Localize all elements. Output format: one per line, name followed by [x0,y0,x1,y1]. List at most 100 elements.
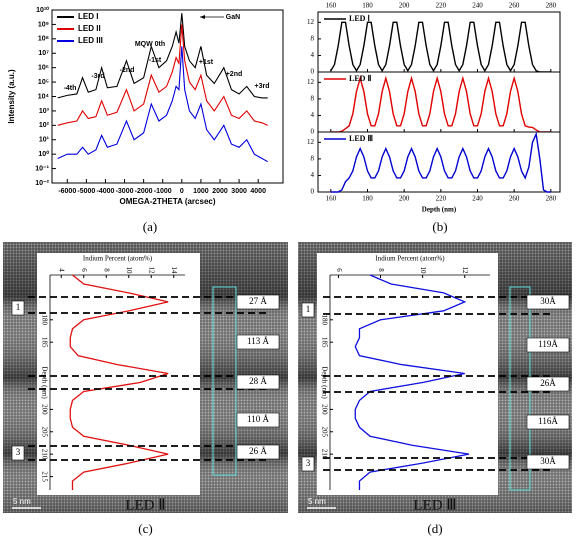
x-tick-label: 180 [362,2,373,10]
label-box [526,376,570,392]
x-tick-label: 280 [546,2,557,10]
y-tick-label: 10¹⁰ [36,6,49,14]
y-tick-label: 200 [320,404,328,415]
label-box [236,412,280,428]
x-tick-label: 200 [399,195,410,203]
thickness-label: 30Å [540,456,556,466]
legend-label: LED I [78,12,98,21]
x-axis-label: OMEGA-2THETA (arcsec) [119,197,215,206]
x-tick-label: 180 [362,195,373,203]
peak-annotation: -4th [64,85,77,92]
x-axis-label: Indium Percent (atom%) [375,255,445,263]
y-tick-label: 185 [320,337,328,348]
peak-annotation: -2nd [120,67,135,74]
x-tick-label: 10 [125,267,133,275]
y-tick-label: 10¹ [39,137,50,144]
x-tick-label: 1000 [193,188,209,195]
x-tick-label: 12 [461,267,469,275]
thickness-label: 26 Å [249,446,267,456]
marker-box [11,445,25,461]
x-tick-label: 200 [399,2,410,10]
thickness-label: 110 Å [247,414,269,424]
y-tick-label: 10⁰ [38,150,49,158]
thickness-label: 28 Å [249,376,267,386]
y-axis-label: Depth (nm) [320,366,328,399]
x-tick-label: 160 [326,2,337,10]
x-tick-label: 6 [335,268,343,272]
x-tick-label: -6000 [58,188,76,195]
marker-box [301,302,315,318]
x-tick-label: 280 [546,195,557,203]
x-axis-label: Depth (nm) [422,206,457,214]
label-box [236,294,280,310]
peak-annotation: +2nd [226,71,243,78]
indium-profile [354,274,470,490]
x-tick-label: 3000 [231,188,247,195]
y-tick-label: 10³ [39,108,50,115]
marker-box [301,456,315,472]
y-tick-label: 185 [40,337,48,348]
thickness-label: 119Å [538,339,558,349]
panel-caption: (d) [427,521,442,536]
xrd-line [57,13,268,99]
y-tick-label: 12 [307,78,315,86]
legend-label: LED II [78,24,101,33]
y-tick-label: 10⁸ [38,36,49,43]
y-tick-label: 205 [320,427,328,438]
peak-annotation: +3rd [255,83,270,90]
y-tick-label: 10⁵ [38,79,49,86]
y-tick-label: 200 [40,404,48,415]
y-tick-label: 0 [311,68,315,76]
x-tick-label: 240 [472,2,483,10]
scale-bar-label: 5 nm [13,497,31,506]
indium-profile [69,274,169,490]
thickness-label: 26Å [540,378,556,388]
x-tick-label: -3000 [116,188,134,195]
thickness-label: 27 Å [249,296,267,306]
x-tick-label: 260 [509,195,520,203]
arrow-head [200,15,205,19]
analysis-region [212,286,237,476]
x-tick-label: 4000 [250,188,266,195]
thickness-label: 113 Å [247,336,269,346]
label-box [236,444,280,460]
label-box [236,334,280,350]
y-tick-label: 10⁻¹ [35,165,49,172]
y-tick-label: 4 [311,171,315,179]
thickness-label: 30Å [540,296,556,306]
y-tick-label: 10² [39,122,50,129]
thickness-label: 116Å [538,416,558,426]
peak-annotation: -1st [149,57,162,64]
y-tick-label: 8 [311,95,315,103]
layer-marker: 3 [306,458,311,468]
x-tick-label: 8 [377,268,385,272]
peak-annotation: MQW 0th [135,41,165,48]
legend-label: LED Ⅲ [349,134,373,143]
x-tick-label: 240 [472,195,483,203]
panel-caption: (b) [432,219,447,234]
profile-inset [37,253,200,495]
y-tick-label: 4 [311,51,315,59]
xrd-line [57,46,268,163]
y-tick-label: 12 [307,138,315,146]
legend-label: LED III [78,36,103,45]
plot-frame [51,9,284,184]
label-box [526,454,570,470]
panel-title: LED Ⅲ [413,497,456,513]
x-tick-label: 220 [436,195,447,203]
x-tick-label: 160 [326,195,337,203]
y-tick-label: 4 [311,111,315,119]
legend-label: LED Ⅰ [349,14,370,23]
marker-box [11,300,25,316]
x-tick-label: 260 [509,2,520,10]
x-tick-label: 12 [148,267,156,275]
legend-label: LED Ⅱ [349,74,371,83]
subplot-frame [317,11,561,73]
y-tick-label: 10⁻² [35,180,49,187]
x-tick-label: -1000 [154,188,172,195]
y-tick-label: 10⁷ [38,50,49,57]
x-tick-label: -4000 [97,188,115,195]
depth-line [330,21,551,73]
